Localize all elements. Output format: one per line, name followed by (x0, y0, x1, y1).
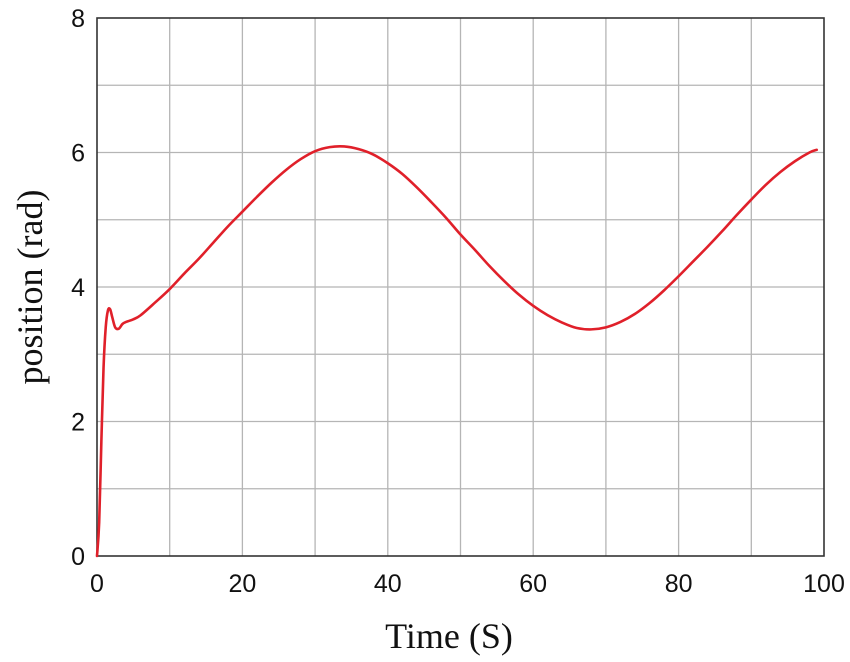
y-tick-label: 0 (71, 543, 85, 571)
x-tick-label: 60 (519, 570, 547, 598)
y-axis-title: position (rad) (10, 190, 50, 385)
series-line-position (95, 145, 819, 558)
x-tick-label: 80 (665, 570, 693, 598)
y-tick-label: 6 (71, 140, 85, 168)
grid-layer (97, 18, 824, 556)
y-tick-label: 4 (71, 274, 85, 302)
plot-frame (96, 17, 825, 557)
x-tick-label: 40 (374, 570, 402, 598)
x-tick-label: 0 (90, 570, 104, 598)
tick-labels: 0 20 40 60 80 100 0 2 4 6 8 (71, 5, 845, 598)
x-tick-label: 100 (803, 570, 845, 598)
x-axis-title: Time (S) (385, 616, 513, 656)
y-tick-label: 8 (71, 5, 85, 33)
y-tick-label: 2 (71, 409, 85, 437)
x-tick-label: 20 (228, 570, 256, 598)
series-layer (95, 145, 819, 558)
